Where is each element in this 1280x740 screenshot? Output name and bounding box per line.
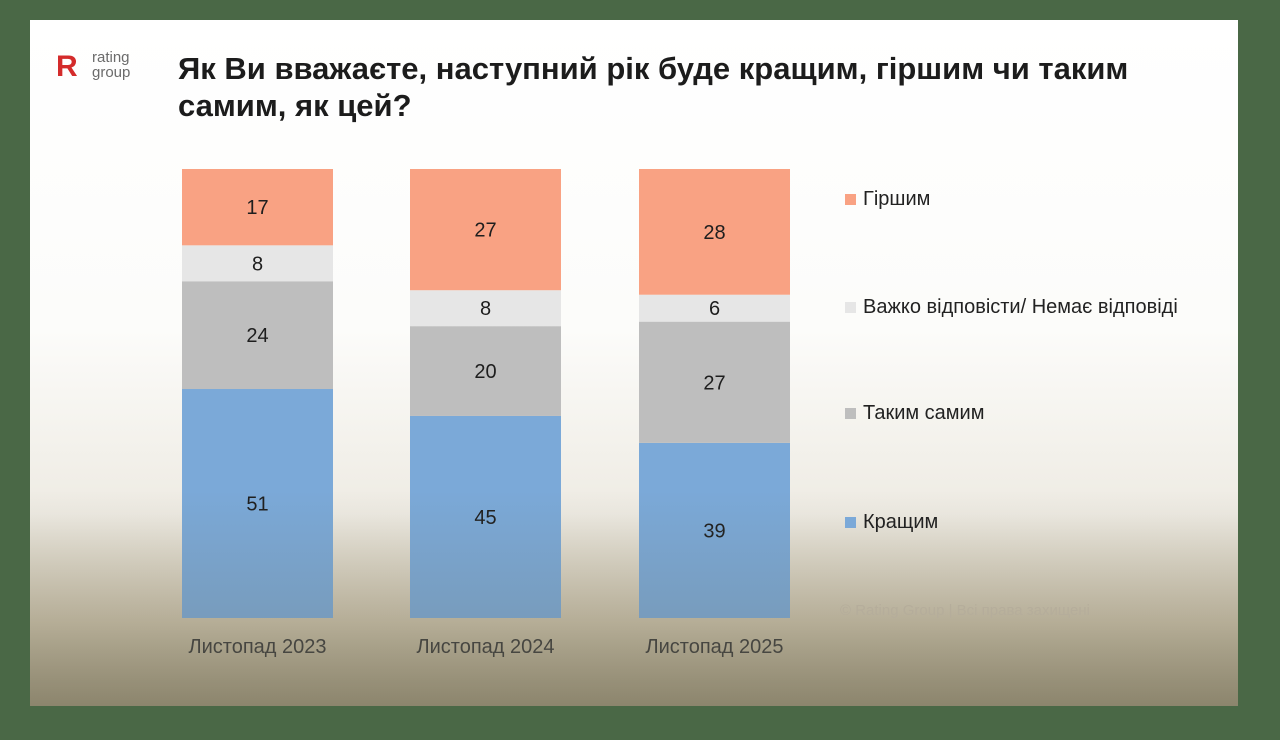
- bar-segment-same-2: [410, 326, 561, 416]
- logo-text: rating group: [92, 50, 162, 80]
- bar-value-label-hard-3: 6: [709, 298, 720, 320]
- bar-segment-same-3: [639, 321, 790, 443]
- bar-value-label-same-1: 24: [246, 325, 268, 347]
- legend-item-hard: Важко відповісти/ Немає відповіді: [845, 295, 1235, 319]
- bar-segment-worse-2: [410, 169, 561, 291]
- legend-label-better: Кращим: [863, 511, 939, 533]
- legend-label-hard: Важко відповісти/ Немає відповіді: [863, 296, 1178, 318]
- logo-mark: R: [56, 50, 78, 83]
- bar-value-label-worse-1: 17: [246, 197, 268, 219]
- bar-value-label-same-2: 20: [474, 361, 496, 383]
- legend-item-worse: Гіршим: [845, 187, 1235, 211]
- legend-item-same: Таким самим: [845, 401, 1235, 425]
- legend-label-worse: Гіршим: [863, 188, 931, 210]
- bar-value-label-hard-2: 8: [480, 298, 491, 320]
- slide: R rating group Як Ви вважаєте, наступний…: [30, 20, 1238, 706]
- bar-value-label-better-2: 45: [474, 507, 496, 529]
- bar-value-label-hard-1: 8: [252, 253, 263, 275]
- bar-segment-hard-2: [410, 290, 561, 327]
- x-axis-label-1: Листопад 2023: [188, 636, 326, 658]
- x-axis-label-3: Листопад 2025: [645, 636, 783, 658]
- bar-segment-hard-1: [182, 245, 333, 282]
- logo-text-line2: group: [92, 64, 131, 81]
- chart-legend: Гіршим Важко відповісти/ Немає відповіді Т…: [845, 20, 1235, 706]
- bar-segment-worse-1: [182, 169, 333, 246]
- bar-value-label-worse-2: 27: [474, 220, 496, 242]
- bar-segment-hard-3: [639, 294, 790, 322]
- legend-swatch-better: [845, 517, 856, 528]
- bar-segment-same-1: [182, 281, 333, 390]
- copyright-footer: © Rating Group | Всі права захищені: [840, 602, 1091, 619]
- legend-swatch-hard: [845, 302, 856, 313]
- legend-swatch-same: [845, 408, 856, 419]
- legend-item-better: Кращим: [845, 510, 1235, 534]
- bar-segment-worse-3: [639, 169, 790, 295]
- bar-value-label-better-1: 51: [246, 494, 268, 516]
- bar-value-label-same-3: 27: [703, 372, 725, 394]
- bar-value-label-better-3: 39: [703, 520, 725, 542]
- chart-title: Як Ви вважаєте, наступний рік буде кращи…: [178, 51, 1129, 123]
- legend-swatch-worse: [845, 194, 856, 205]
- x-axis-label-2: Листопад 2024: [416, 636, 554, 658]
- logo-text-line1: rating: [92, 49, 130, 66]
- bar-value-label-worse-3: 28: [703, 222, 725, 244]
- legend-label-same: Таким самим: [863, 402, 985, 424]
